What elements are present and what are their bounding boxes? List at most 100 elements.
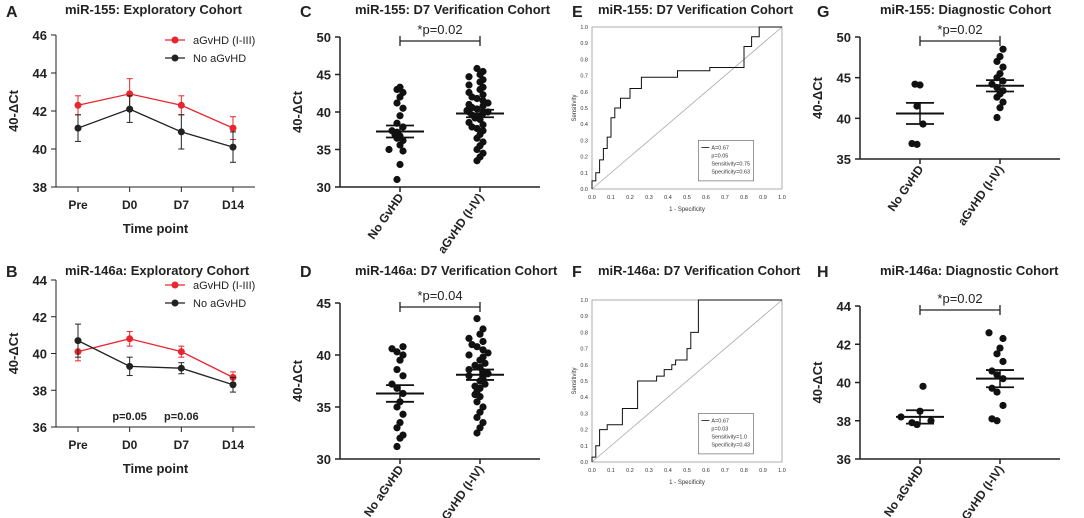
series-line-1 — [77, 340, 234, 386]
data-point — [985, 329, 993, 337]
y-tick-label: 1.0 — [580, 25, 588, 31]
panel-title: miR-146a: D7 Verification Cohort — [355, 263, 558, 278]
x-tick-label: Pre — [68, 198, 88, 212]
panel-title: miR-155: Exploratory Cohort — [65, 2, 243, 17]
panel-letter: E — [572, 4, 583, 21]
p-value-annotation: p=0.05 — [112, 411, 147, 423]
data-point — [479, 403, 487, 411]
y-axis-label: 40-ΔCt — [810, 361, 825, 404]
y-tick-label: 0.6 — [580, 90, 588, 96]
y-tick-label: 0.9 — [580, 41, 588, 47]
x-axis-label: Time point — [123, 461, 189, 476]
data-point — [465, 118, 473, 127]
data-point — [74, 337, 82, 345]
data-point — [399, 104, 407, 112]
p-value: *p=0.02 — [417, 22, 462, 37]
data-point — [479, 121, 487, 129]
data-point — [479, 97, 487, 105]
data-point — [479, 91, 487, 99]
y-tick-label: 38 — [33, 180, 47, 195]
x-tick-label: D14 — [222, 438, 244, 452]
roc-frame — [591, 299, 783, 463]
x-tick-label: aGvHD (I-IV) — [955, 163, 1007, 228]
legend-label: No aGvHD — [193, 53, 246, 65]
data-point — [126, 105, 134, 113]
x-tick-label: 0.6 — [702, 195, 710, 201]
panel-letter: A — [6, 4, 18, 21]
data-point — [393, 365, 401, 374]
p-value-annotation: p=0.06 — [164, 411, 199, 423]
y-tick-label: 45 — [317, 296, 331, 311]
y-tick-label: 0.3 — [580, 411, 588, 417]
x-tick-label: D14 — [222, 198, 244, 212]
data-point — [479, 83, 487, 91]
roc-legend-text: Sensitivity=1.0 — [711, 434, 747, 440]
x-tick-label: 0.1 — [607, 195, 615, 201]
x-tick-label: aGvHD (I-IV) — [955, 463, 1007, 518]
data-point — [74, 101, 82, 109]
data-point — [473, 64, 481, 73]
panel-title: miR-146a: Diagnostic Cohort — [880, 263, 1059, 278]
y-tick-label: 30 — [317, 452, 331, 467]
data-point — [479, 337, 487, 346]
reference-diagonal — [591, 299, 783, 463]
data-point — [399, 372, 407, 380]
y-tick-label: 1.0 — [580, 298, 588, 304]
data-point — [229, 143, 237, 151]
x-tick-label: 0.1 — [607, 468, 615, 474]
legend-label: aGvHD (I-III) — [193, 280, 255, 292]
roc-legend-text: Specificity=0.63 — [711, 169, 750, 175]
roc-curve — [591, 299, 782, 462]
y-axis-label: 40-ΔCt — [6, 89, 21, 132]
data-point — [396, 83, 404, 91]
data-point — [229, 124, 237, 132]
data-point — [396, 419, 404, 427]
p-value: *p=0.02 — [937, 22, 982, 37]
data-point — [396, 112, 404, 120]
data-point — [126, 362, 134, 370]
data-point — [908, 139, 916, 148]
x-tick-label: aGvHD (I-IV) — [435, 191, 487, 256]
y-tick-label: 0.2 — [580, 428, 588, 434]
data-point — [399, 431, 407, 439]
data-point — [927, 417, 935, 425]
y-tick-label: 42 — [837, 337, 851, 352]
data-point — [471, 361, 479, 369]
data-point — [479, 127, 487, 135]
roc-legend-text: p=0.05 — [711, 153, 728, 159]
data-point — [996, 344, 1004, 352]
series-line-0 — [77, 338, 234, 378]
data-point — [473, 413, 481, 421]
x-tick-label: 0.5 — [683, 195, 691, 201]
panel-letter: D — [300, 264, 312, 281]
x-tick-label: 0.2 — [626, 468, 634, 474]
data-point — [919, 382, 927, 390]
y-tick-label: 30 — [317, 180, 331, 195]
data-point — [393, 384, 401, 392]
y-tick-label: 40 — [33, 347, 47, 362]
data-point — [399, 147, 407, 155]
data-point — [396, 160, 404, 169]
roc-legend-text: p=0.03 — [711, 426, 728, 432]
data-point — [471, 382, 479, 390]
y-axis-label: Sensitivity — [572, 367, 578, 394]
data-point — [479, 67, 487, 76]
panel-letter: H — [817, 264, 829, 281]
y-tick-label: 0.4 — [580, 395, 588, 401]
data-point — [465, 100, 473, 109]
data-point — [465, 88, 473, 97]
data-point — [177, 348, 185, 356]
y-tick-label: 0.6 — [580, 363, 588, 369]
data-point — [74, 124, 82, 132]
y-tick-label: 36 — [837, 452, 851, 467]
data-point — [999, 334, 1007, 343]
data-point — [465, 73, 473, 81]
x-tick-label: 0.8 — [740, 468, 748, 474]
data-point — [399, 351, 407, 359]
x-tick-label: aGvHD (I-IV) — [435, 463, 487, 518]
